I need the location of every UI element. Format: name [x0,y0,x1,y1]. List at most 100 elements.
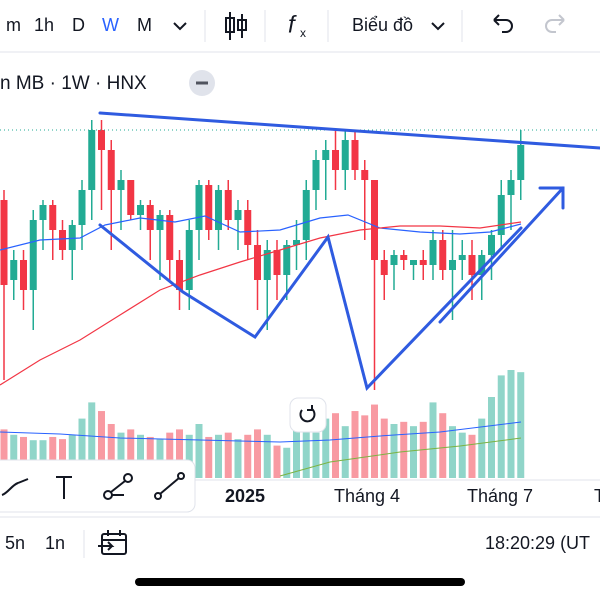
candle-body [88,130,96,190]
volume-bar [380,418,388,478]
candle-body [410,260,417,265]
chevron[interactable] [431,22,445,31]
range[interactable]: 1n [45,533,65,553]
candle-body [390,255,398,265]
volume-bar [59,439,66,478]
reset-icon [299,405,316,423]
candle-body [39,205,47,220]
chart-menu[interactable]: Biểu đồ [352,15,413,35]
range[interactable]: 5n [5,533,25,553]
candle-body [146,205,154,230]
volume-bar [29,440,37,478]
candle-body [283,245,291,275]
x-label: Tháng 4 [334,486,400,506]
candle-body [215,190,222,230]
candle-body [185,230,193,290]
candle-body [322,150,330,160]
volume-bar [449,426,456,478]
volume-bar [312,432,320,478]
volume-bar [205,436,213,478]
volume-bar [146,436,154,478]
volume-bar [351,411,359,478]
volume-bar [254,429,261,478]
candle-body [156,215,164,230]
volume-bar [107,424,115,478]
candle-body [302,190,310,240]
candle-body [380,260,388,275]
candle-body [20,260,27,290]
candle-body [293,240,300,245]
volume-bar [117,432,125,478]
volume-bar [176,429,183,478]
candle-body [517,145,525,180]
fx-icon[interactable]: f [288,11,297,38]
candle-body [468,255,476,275]
candle-body [332,150,339,170]
interval[interactable]: D [72,15,85,35]
candle-body [351,140,359,170]
x-label: T [594,486,600,506]
x-label: Tháng 7 [467,486,533,506]
volume-bar [497,375,505,478]
candle-body [361,170,369,180]
volume-bar [439,413,447,478]
volume-bar [244,434,252,478]
candle-body [439,240,447,270]
candle-body [137,205,144,215]
volume-bar [156,439,164,478]
drawings[interactable] [98,111,600,391]
candle-body [59,230,66,250]
candle-body [458,255,466,260]
candle-body [400,255,408,260]
candle-body [449,260,456,270]
volume-bar [20,436,27,478]
vol-ma2 [279,437,522,477]
x-label: 2025 [225,486,265,506]
candle-body [107,150,115,190]
undo[interactable] [493,14,513,33]
candle-body [419,260,427,265]
interval-active[interactable]: W [102,15,119,35]
volume-bar [429,402,437,478]
volume-bar [322,418,330,478]
candle-body [127,180,135,215]
interval[interactable]: m [6,15,21,35]
candle-body [234,210,242,220]
interval[interactable]: M [137,15,152,35]
volume-bar [400,421,408,478]
reset-button[interactable] [289,397,327,433]
volume-bar [263,434,271,478]
volume-bar [234,439,242,478]
candle-body [195,185,203,230]
candle-body [273,250,281,275]
redo[interactable] [545,14,565,33]
candle-body [429,240,437,265]
candle-body [166,215,174,260]
fx-icon[interactable]: x [300,26,306,40]
candle-body [49,205,57,230]
chevron[interactable] [173,22,187,31]
volume-bar [390,424,398,478]
candle-body [244,210,252,245]
tool-icons[interactable] [1,472,185,500]
goto-date[interactable] [98,530,127,555]
vol-ma [0,421,522,443]
volume-bar [302,424,310,478]
candle-body [371,180,378,260]
candle-body [341,140,349,170]
volume-bar [371,404,378,478]
candle-body [176,260,183,290]
volume-bar [293,429,300,478]
toolbar: m 1h D W M f x Biểu đồ [6,10,565,42]
candle-icon[interactable] [225,12,247,40]
ma-long [0,221,522,386]
volume-bar [215,434,222,478]
volume-bar [478,418,486,478]
interval[interactable]: 1h [34,15,54,35]
clock: 18:20:29 (UT [485,533,590,553]
volume-bar [458,432,466,478]
volume-bar [137,434,144,478]
volume-bar [410,426,417,478]
candle-body [488,235,495,255]
